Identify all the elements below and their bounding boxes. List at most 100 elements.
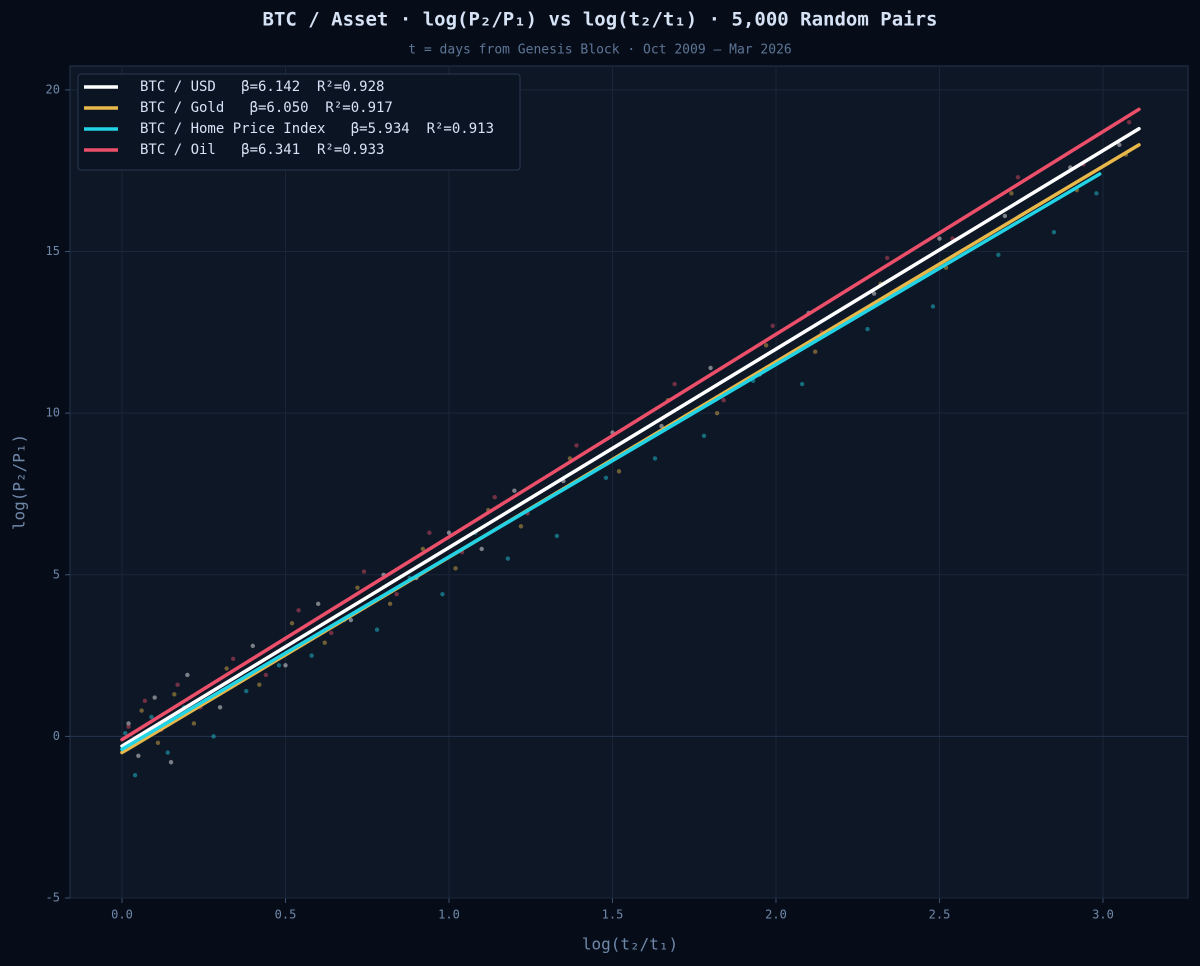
y-tick-label: 0: [53, 729, 60, 743]
fit-line: [120, 126, 1141, 748]
legend-box: [77, 73, 521, 171]
scatter-point: [149, 714, 154, 720]
chart-title: BTC / Asset · log(P₂/P₁) vs log(t₂/t₁) ·…: [263, 9, 938, 31]
scatter-point: [1126, 120, 1132, 125]
scatter-point: [257, 682, 262, 687]
y-tick-label: -5: [46, 891, 60, 905]
scatter-point: [224, 666, 229, 671]
scatter-point: [930, 304, 936, 309]
scatter-point: [865, 326, 870, 332]
scatter-point: [263, 672, 269, 678]
scatter-point: [492, 494, 497, 500]
scatter-point: [763, 343, 769, 348]
legend-label: BTC / Home Price Index β=5.934 R²=0.913: [140, 121, 494, 137]
scatter-point: [126, 724, 131, 729]
scatter-point: [672, 381, 677, 387]
scatter-point: [139, 708, 144, 713]
scatter-point: [1051, 229, 1057, 235]
scatter-point: [165, 750, 170, 755]
y-tick-label: 20: [46, 82, 60, 96]
scatter-point: [289, 621, 295, 626]
x-tick-label: 1.5: [602, 908, 624, 922]
x-tick-label: 3.0: [1092, 908, 1114, 922]
scatter-point: [155, 740, 161, 746]
x-axis-label: log(t₂/t₁): [582, 935, 678, 954]
y-tick-label: 10: [46, 406, 60, 420]
x-tick-label: 0.5: [275, 908, 297, 922]
legend-label: BTC / USD β=6.142 R²=0.928: [140, 79, 384, 95]
chart-subtitle: t = days from Genesis Block · Oct 2009 –…: [408, 43, 792, 58]
scatter-point: [191, 721, 197, 726]
scatter-point: [659, 423, 664, 429]
scatter-point: [871, 291, 877, 296]
x-tick-label: 0.0: [111, 908, 133, 922]
scatter-point: [126, 721, 131, 726]
scatter-point: [309, 653, 314, 658]
scatter-point: [440, 591, 445, 597]
scatter-point: [152, 695, 157, 700]
scatter-point: [348, 617, 354, 623]
scatter-point: [652, 456, 658, 461]
scatter-point: [374, 627, 380, 632]
scatter-point: [714, 410, 720, 416]
scatter-point: [132, 772, 138, 778]
scatter-point: [361, 569, 367, 574]
scatter-point: [329, 630, 334, 636]
scatter-point: [453, 566, 458, 571]
scatter-point: [136, 753, 141, 758]
y-tick-label: 15: [46, 244, 60, 258]
fit-line: [120, 172, 1102, 752]
scatter-point: [770, 323, 775, 329]
scatter-point: [322, 640, 327, 645]
scatter-point: [394, 591, 399, 597]
scatter-point: [1117, 142, 1122, 148]
scatter-point: [937, 236, 942, 241]
scatter-point: [175, 682, 180, 687]
scatter-point: [296, 608, 301, 613]
scatter-point: [721, 398, 726, 403]
scatter-point: [512, 488, 517, 493]
scatter-point: [799, 381, 805, 387]
scatter-point: [355, 585, 360, 590]
scatter-point: [123, 730, 128, 736]
scatter-point: [420, 546, 426, 552]
scatter-point: [142, 698, 148, 704]
scatter-point: [230, 656, 236, 662]
scatter-point: [427, 530, 432, 535]
y-axis-label: log(P₂/P₁): [10, 434, 29, 530]
scatter-point: [1009, 191, 1014, 196]
scatter-point: [518, 524, 524, 529]
scatter-point: [505, 556, 511, 561]
x-tick-label: 2.5: [929, 908, 951, 922]
scatter-point: [315, 601, 321, 607]
scatter-point: [884, 255, 890, 261]
scatter-point: [168, 760, 174, 765]
scatter-point: [554, 533, 560, 539]
scatter-point: [1094, 191, 1099, 196]
scatter-point: [446, 530, 452, 535]
scatter-point: [616, 469, 622, 474]
scatter-point: [479, 546, 484, 552]
scatter-point: [185, 672, 190, 678]
scatter-point: [217, 705, 223, 710]
scatter-point: [574, 443, 579, 448]
scatter-point: [387, 601, 393, 607]
x-tick-label: 2.0: [765, 908, 787, 922]
scatter-point: [172, 692, 177, 697]
scatter-point: [211, 734, 216, 739]
scatter-point: [1002, 213, 1008, 219]
x-tick-label: 1.0: [438, 908, 460, 922]
scatter-point: [996, 252, 1001, 257]
scatter-point: [283, 663, 288, 668]
scatter-point: [701, 433, 707, 438]
scatter-point: [250, 643, 255, 649]
scatter-point: [1015, 174, 1021, 180]
y-tick-label: 5: [53, 567, 60, 581]
legend-label: BTC / Gold β=6.050 R²=0.917: [140, 100, 393, 116]
plot-area: [69, 65, 1189, 899]
scatter-point: [708, 365, 713, 371]
legend-label: BTC / Oil β=6.341 R²=0.933: [140, 142, 384, 158]
fit-line: [120, 107, 1141, 742]
scatter-point: [813, 349, 818, 354]
